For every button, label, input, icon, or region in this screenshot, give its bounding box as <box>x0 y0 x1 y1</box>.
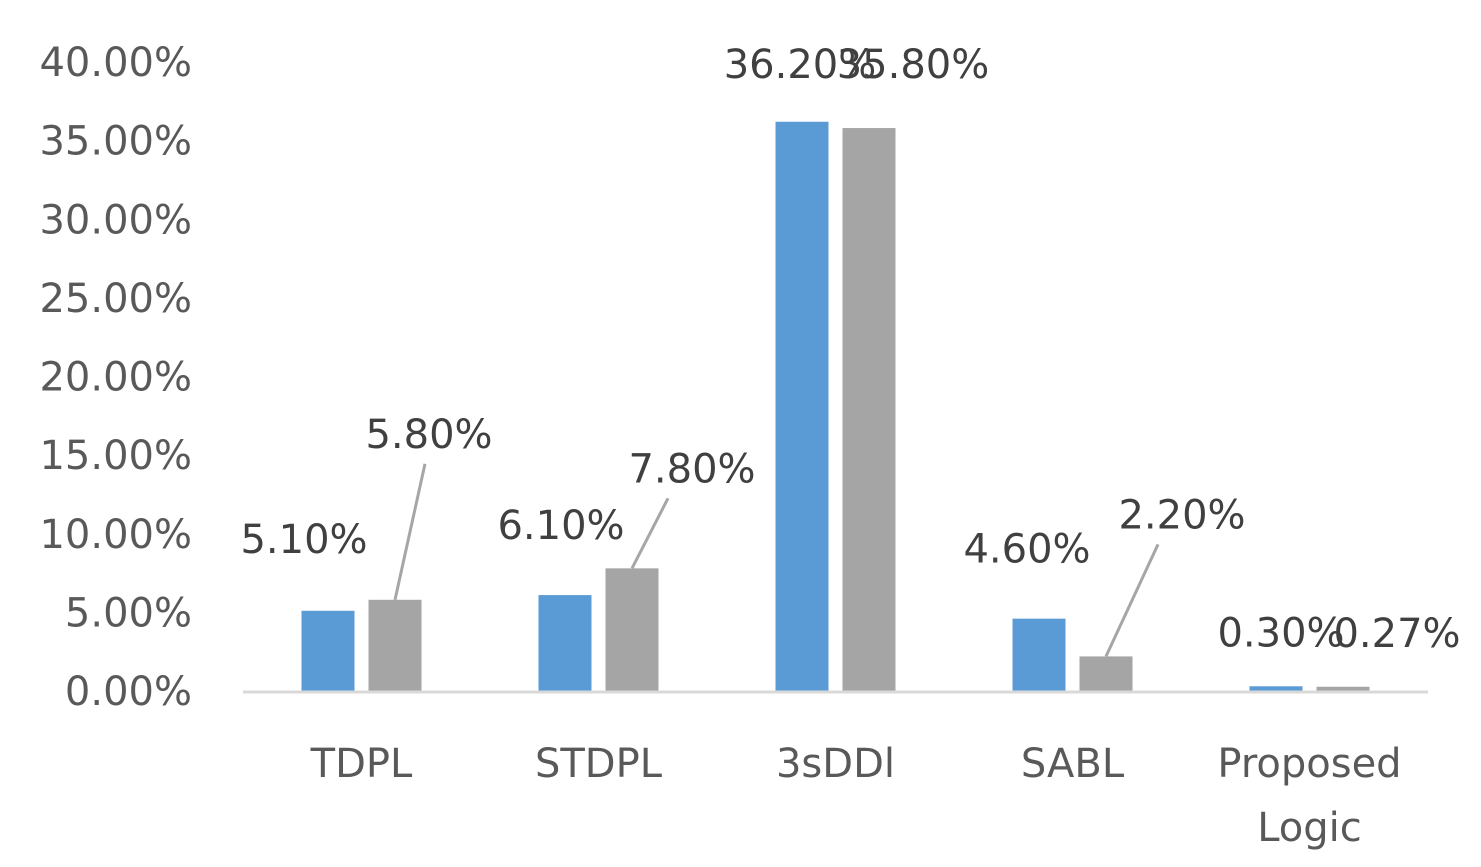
x-tick-label-line: Proposed <box>1217 741 1401 787</box>
bar-proposed-logic-s1 <box>1249 686 1303 691</box>
x-tick-label-line: TDPL <box>310 741 413 787</box>
y-tick-label: 25.00% <box>39 276 192 322</box>
y-tick-label: 15.00% <box>39 433 192 479</box>
bar-sabl-s2 <box>1079 656 1133 691</box>
data-label: 35.80% <box>837 42 990 88</box>
x-tick-label-line: 3sDDl <box>776 741 895 787</box>
x-tick-label: SABL <box>1021 741 1125 787</box>
data-label: 36.20% <box>724 42 877 88</box>
y-axis-ticks: 0.00% 5.00% 10.00% 15.00% 20.00% 25.00% 30.00%… <box>39 40 192 715</box>
leader-line <box>393 463 427 601</box>
data-label: 6.10% <box>497 503 624 549</box>
category-labels: TDPL STDPL 3sDDl SABL Proposed Logic <box>310 741 1402 851</box>
data-label: 5.80% <box>365 412 492 458</box>
x-tick-label: Proposed Logic <box>1217 741 1401 851</box>
leader-line <box>1104 543 1160 658</box>
data-label: 5.10% <box>240 517 367 563</box>
data-label: 2.20% <box>1118 492 1245 538</box>
x-tick-label: STDPL <box>535 741 663 787</box>
data-label: 4.60% <box>963 527 1090 573</box>
bars <box>301 121 1370 692</box>
bar-proposed-logic-s2 <box>1316 686 1370 691</box>
bar-3sddl-s1 <box>775 121 829 691</box>
data-label: 0.30% <box>1217 610 1344 656</box>
x-tick-label-line: Logic <box>1257 805 1362 851</box>
y-tick-label: 0.00% <box>65 669 192 715</box>
x-tick-label: 3sDDl <box>776 741 895 787</box>
leader-lines <box>393 463 1160 658</box>
x-tick-label: TDPL <box>310 741 413 787</box>
y-tick-label: 10.00% <box>39 512 192 558</box>
y-tick-label: 35.00% <box>39 119 192 165</box>
bar-tdpl-s2 <box>368 599 422 691</box>
bar-sabl-s1 <box>1012 618 1066 691</box>
leader-line <box>630 497 670 570</box>
data-labels: 5.10% 5.80%6.10%7.80% 36.20%35.80% 4.60% 2.2… <box>240 42 1460 657</box>
y-tick-label: 30.00% <box>39 197 192 243</box>
bar-stdpl-s2 <box>605 568 659 691</box>
bar-3sddl-s2 <box>842 128 896 692</box>
y-tick-label: 40.00% <box>39 40 192 86</box>
data-label: 7.80% <box>628 446 755 492</box>
x-tick-label-line: SABL <box>1021 741 1125 787</box>
x-tick-label-line: STDPL <box>535 741 663 787</box>
data-label: 0.27% <box>1333 611 1460 657</box>
y-tick-label: 5.00% <box>65 590 192 636</box>
y-tick-label: 20.00% <box>39 355 192 401</box>
bar-stdpl-s1 <box>538 595 592 691</box>
bar-tdpl-s1 <box>301 610 355 691</box>
